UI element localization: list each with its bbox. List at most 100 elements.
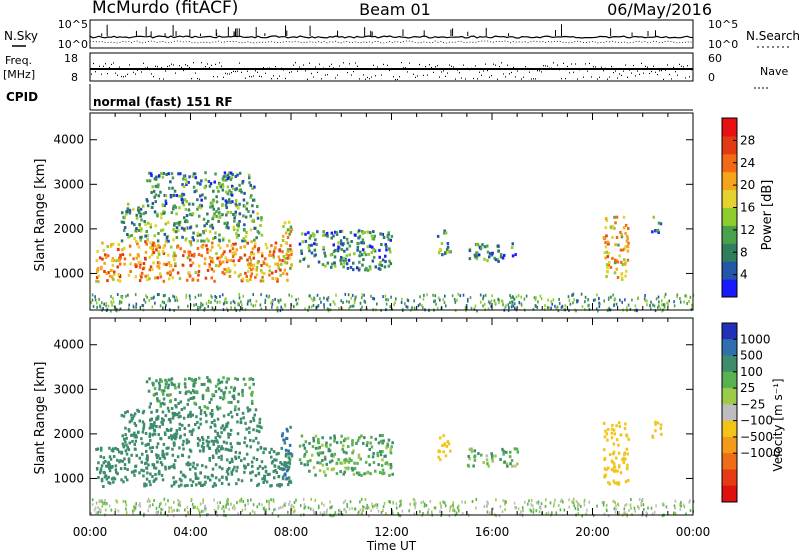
ground-scatter-cell [164,512,166,516]
ground-scatter-cell [663,295,666,299]
data-cell [256,467,260,471]
data-cell [251,464,254,468]
ground-scatter-cell [274,507,277,511]
data-cell [223,272,226,276]
nave-point [223,76,224,78]
ground-scatter-cell [400,499,402,503]
ground-scatter-cell [143,514,145,518]
data-cell [237,259,241,262]
data-cell [156,239,160,243]
nave-point [323,67,324,69]
ground-scatter-cell [172,294,174,298]
data-cell [249,278,252,281]
data-cell [184,220,187,224]
nave-point [321,78,322,80]
data-cell [153,421,156,425]
data-cell [173,433,176,437]
data-cell [329,436,332,440]
data-cell [106,279,109,283]
data-cell [230,400,233,404]
data-cell [204,480,207,484]
data-cell [213,212,216,216]
data-cell [205,244,208,248]
ground-scatter-cell [578,503,581,507]
data-cell [274,241,278,245]
data-cell [365,443,369,447]
data-cell [214,449,218,452]
data-cell [118,450,121,454]
ground-scatter-cell [227,498,229,502]
data-cell [257,472,261,476]
data-cell [268,273,271,277]
ground-scatter-cell [122,499,125,503]
ground-scatter-cell [332,300,335,304]
data-cell [175,432,179,436]
data-cell [135,216,139,220]
data-cell [114,446,117,450]
data-cell [211,467,215,471]
data-cell [126,233,129,236]
ground-scatter-cell [249,512,251,516]
data-cell [138,223,141,226]
ground-scatter-cell [533,296,536,300]
data-cell [239,256,242,260]
ground-scatter-cell [211,295,213,299]
ground-scatter-cell [505,500,507,504]
ground-scatter-cell [198,511,201,515]
ground-scatter-cell [605,504,608,507]
data-cell [241,239,244,243]
ground-scatter-cell [168,297,170,301]
nave-point [425,66,426,68]
data-cell [130,413,133,417]
data-cell [248,265,251,269]
data-cell [191,202,195,206]
ground-scatter-cell [434,506,437,510]
ground-scatter-cell [160,511,162,515]
nave-point [437,65,438,67]
data-cell [207,180,211,183]
data-cell [335,472,339,476]
data-cell [174,262,177,266]
ground-scatter-cell [537,502,540,506]
nave-point [281,67,282,69]
data-cell [614,243,617,247]
data-cell [250,240,253,244]
data-cell [187,398,190,402]
data-cell [155,445,159,449]
data-cell [279,467,283,471]
data-cell [182,416,186,420]
data-cell [145,230,148,233]
ground-scatter-cell [419,302,421,306]
data-cell [229,192,233,196]
data-cell [115,259,118,263]
data-cell [197,273,200,277]
ground-scatter-cell [173,500,175,504]
data-cell [191,261,195,265]
data-cell [272,250,276,254]
data-cell [356,245,360,249]
ground-scatter-cell [284,304,287,308]
nave-point [479,71,480,73]
data-cell [246,241,249,245]
data-cell [182,439,185,443]
ground-scatter-cell [688,500,691,504]
data-cell [181,183,184,187]
data-cell [246,406,249,410]
data-cell [206,251,209,255]
ground-scatter-cell [104,508,107,512]
data-cell [356,439,360,443]
data-cell [208,230,212,234]
data-cell [486,250,490,254]
data-cell [206,376,209,380]
data-cell [149,246,152,250]
data-cell [102,485,105,488]
ground-scatter-cell [343,508,345,512]
nave-point [459,72,460,74]
data-cell [107,465,110,468]
data-cell [132,207,135,211]
ground-scatter-cell [148,499,151,503]
data-cell [217,387,221,391]
data-cell [250,460,254,464]
nave-point [543,65,544,67]
